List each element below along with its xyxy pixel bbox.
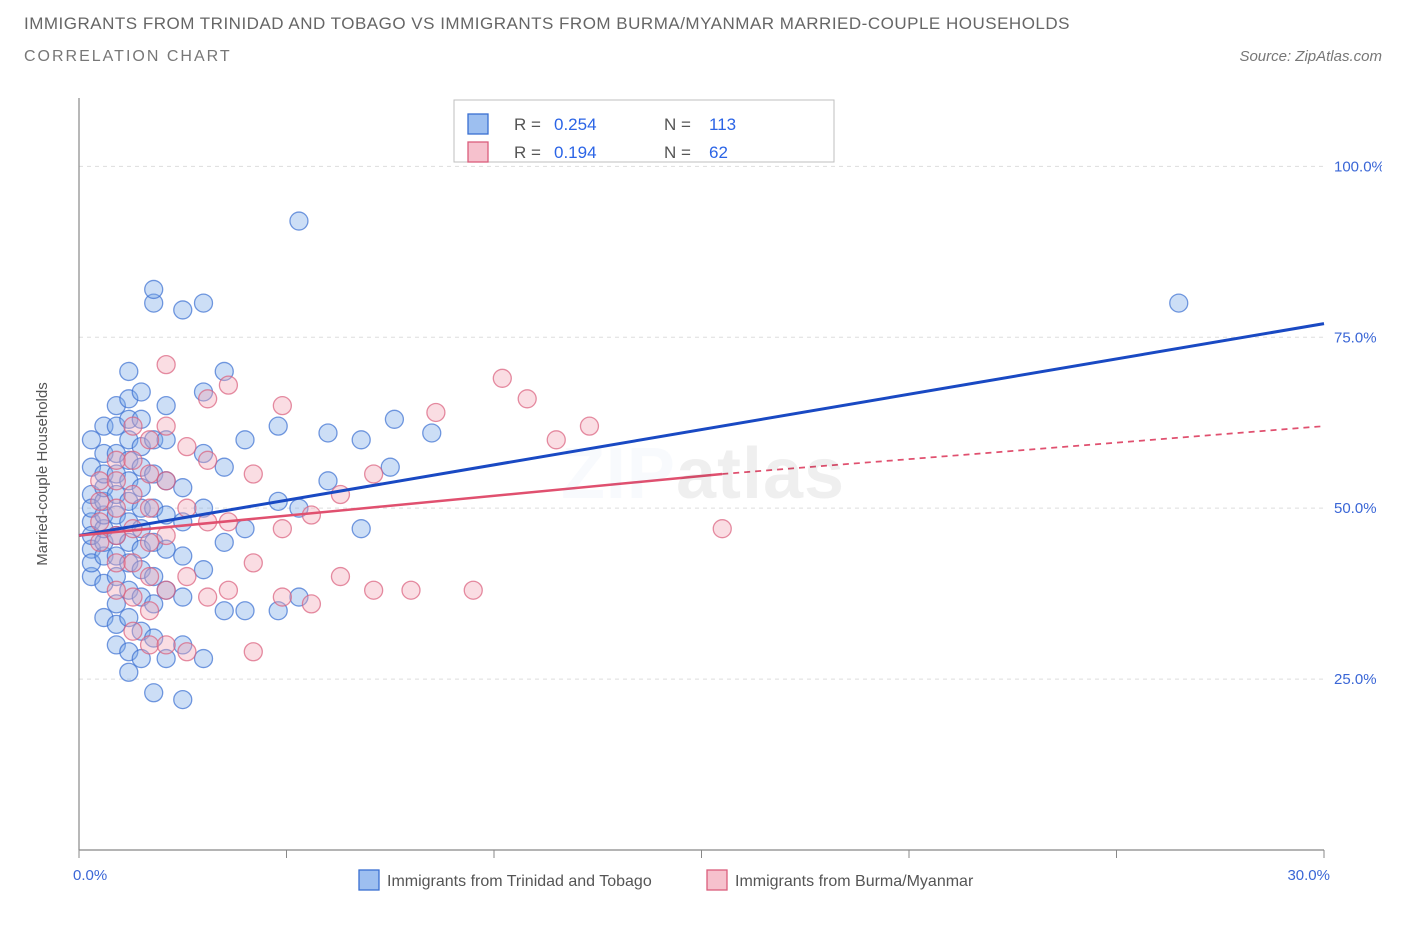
- svg-text:R =: R =: [514, 115, 541, 134]
- svg-text:113: 113: [709, 115, 736, 134]
- chart-area: 25.0% 50.0% 75.0% 100.0% 0.0% 30.0% Married-co…: [24, 80, 1382, 900]
- svg-text:100.0%: 100.0%: [1334, 158, 1382, 175]
- svg-text:0.0%: 0.0%: [73, 867, 107, 884]
- scatter-chart: 25.0% 50.0% 75.0% 100.0% 0.0% 30.0% Married-co…: [24, 80, 1382, 900]
- svg-text:Immigrants from Trinidad and T: Immigrants from Trinidad and Tobago: [387, 873, 652, 890]
- svg-text:30.0%: 30.0%: [1287, 867, 1330, 884]
- svg-text:0.194: 0.194: [554, 143, 597, 162]
- svg-text:Married-couple Households: Married-couple Households: [34, 382, 51, 565]
- subtitle-row: CORRELATION CHART Source: ZipAtlas.com: [0, 38, 1406, 74]
- svg-text:25.0%: 25.0%: [1334, 671, 1377, 688]
- chart-subtitle: CORRELATION CHART: [24, 48, 232, 66]
- chart-title: IMMIGRANTS FROM TRINIDAD AND TOBAGO VS I…: [0, 0, 1406, 38]
- svg-text:75.0%: 75.0%: [1334, 329, 1377, 346]
- svg-text:Immigrants from Burma/Myanmar: Immigrants from Burma/Myanmar: [735, 873, 974, 890]
- svg-text:R =: R =: [514, 143, 541, 162]
- svg-text:50.0%: 50.0%: [1334, 500, 1377, 517]
- svg-text:N =: N =: [664, 143, 691, 162]
- svg-text:N =: N =: [664, 115, 691, 134]
- svg-text:62: 62: [709, 143, 728, 162]
- source-label: Source: ZipAtlas.com: [1239, 48, 1382, 65]
- svg-text:0.254: 0.254: [554, 115, 597, 134]
